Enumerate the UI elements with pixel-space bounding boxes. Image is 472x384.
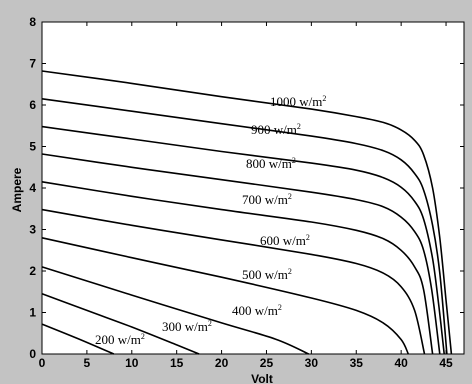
curve-label: 400 w/m2 [232, 303, 282, 318]
y-tick-label: 3 [29, 223, 36, 237]
curve-label-text: 500 w/m [242, 267, 288, 282]
curve-label: 700 w/m2 [242, 192, 292, 207]
x-tick-label: 5 [84, 356, 91, 370]
curve-label-superscript: 2 [306, 233, 310, 242]
curve-label-superscript: 2 [141, 332, 145, 341]
curve-label-superscript: 2 [297, 122, 301, 131]
x-tick-label: 10 [125, 356, 139, 370]
iv-curve-1000 [41, 70, 453, 355]
y-tick-label: 4 [29, 181, 36, 195]
iv-curve-600 [41, 181, 434, 355]
curve-label: 600 w/m2 [260, 233, 310, 248]
y-tick-label: 8 [29, 15, 36, 29]
curve-label-text: 1000 w/m [270, 94, 322, 109]
curve-label-text: 400 w/m [232, 303, 278, 318]
x-tick-label: 25 [260, 356, 274, 370]
x-axis-ticks: 0 5 10 15 20 25 30 35 40 45 [39, 22, 453, 370]
iv-curve-400 [41, 237, 410, 355]
x-tick-label: 35 [350, 356, 364, 370]
plot-area [41, 21, 465, 355]
iv-curve-lowest [41, 323, 115, 355]
curve-label: 800 w/m2 [246, 156, 296, 171]
curve-label: 500 w/m2 [242, 267, 292, 282]
y-tick-label: 6 [29, 98, 36, 112]
curve-label-superscript: 2 [288, 192, 292, 201]
curve-label-text: 600 w/m [260, 233, 306, 248]
curve-label-superscript: 2 [278, 303, 282, 312]
y-tick-label: 2 [29, 264, 36, 278]
curves [41, 70, 453, 355]
y-tick-label: 0 [29, 347, 36, 361]
curve-label-text: 200 w/m [95, 332, 141, 347]
curve-label-text: 700 w/m [242, 192, 288, 207]
curve-label-text: 300 w/m [162, 319, 208, 334]
y-tick-label: 1 [29, 306, 36, 320]
curve-label: 1000 w/m2 [270, 94, 326, 109]
curve-label: 300 w/m2 [162, 319, 212, 334]
x-tick-label: 45 [439, 356, 453, 370]
iv-curve-700 [41, 153, 441, 355]
curve-label-text: 800 w/m [246, 156, 292, 171]
iv-curve-500 [41, 208, 426, 355]
curve-label: 200 w/m2 [95, 332, 145, 347]
x-tick-label: 30 [305, 356, 319, 370]
curve-label-superscript: 2 [288, 267, 292, 276]
x-tick-label: 20 [215, 356, 229, 370]
iv-curve-800 [41, 125, 445, 355]
curve-label-text: 900 w/m [251, 122, 297, 137]
x-tick-label: 15 [170, 356, 184, 370]
curve-label-superscript: 2 [322, 94, 326, 103]
y-axis-label: Ampere [10, 167, 24, 212]
x-tick-label: 40 [394, 356, 408, 370]
curve-label: 900 w/m2 [251, 122, 301, 137]
iv-curve-200 [41, 293, 200, 355]
y-axis-ticks: 0 1 2 3 4 5 6 7 8 [29, 15, 464, 361]
y-tick-label: 7 [29, 57, 36, 71]
curve-label-superscript: 2 [292, 156, 296, 165]
iv-curve-900 [41, 98, 448, 355]
x-axis-label: Volt [251, 372, 273, 384]
x-tick-label: 0 [39, 356, 46, 370]
curve-label-superscript: 2 [208, 319, 212, 328]
y-tick-label: 5 [29, 140, 36, 154]
iv-curve-300 [41, 266, 310, 355]
